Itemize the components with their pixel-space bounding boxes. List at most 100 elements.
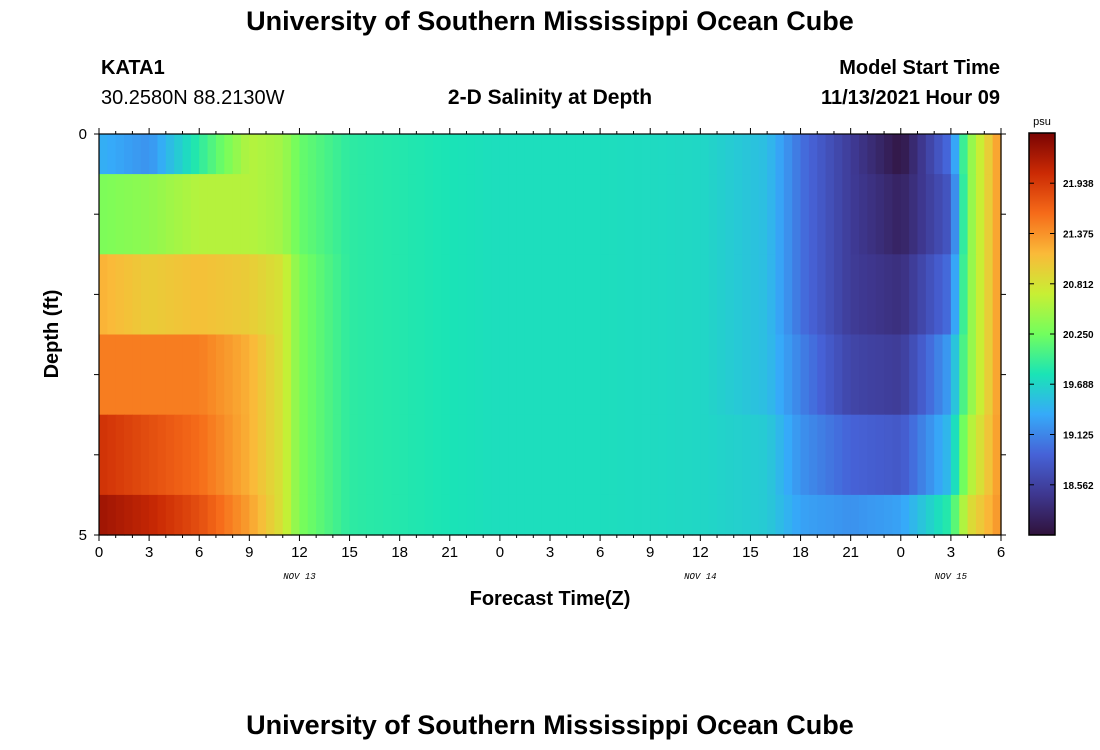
heatmap-cell: [215, 174, 225, 255]
heatmap-cell: [842, 254, 852, 336]
heatmap-cell: [115, 414, 125, 496]
heatmap-cell: [750, 134, 760, 175]
heatmap-cell: [833, 254, 843, 336]
y-axis-title: Depth (ft): [41, 290, 63, 379]
heatmap-cell: [658, 174, 668, 255]
heatmap-cell: [99, 174, 108, 255]
heatmap-cell: [942, 494, 952, 536]
heatmap-cell: [499, 254, 509, 336]
heatmap-cell: [825, 494, 835, 536]
heatmap-cell: [157, 254, 167, 336]
heatmap-cell: [291, 174, 301, 255]
heatmap-cell: [600, 414, 610, 496]
heatmap-cell: [792, 494, 802, 536]
heatmap-cell: [382, 334, 392, 416]
heatmap-cell: [257, 414, 267, 496]
heatmap-cell: [675, 334, 685, 416]
heatmap-cell: [783, 174, 793, 255]
heatmap-cell: [541, 334, 551, 416]
x-tick-label: 9: [646, 544, 654, 561]
heatmap-cell: [767, 334, 777, 416]
heatmap-cell: [391, 254, 401, 336]
heatmap-cell: [291, 334, 301, 416]
heatmap-cell: [483, 414, 493, 496]
heatmap-cell: [850, 254, 860, 336]
station-coordinates: 30.2580N 88.2130W: [101, 87, 285, 109]
heatmap-cell: [232, 494, 242, 536]
heatmap-cell: [691, 334, 701, 416]
heatmap-cell: [817, 254, 827, 336]
heatmap-cell: [608, 254, 618, 336]
heatmap-cell: [700, 174, 710, 255]
heatmap-cell: [190, 134, 200, 175]
heatmap-cell: [917, 254, 927, 336]
x-tick-label: 6: [596, 544, 604, 561]
heatmap-cell: [934, 254, 944, 336]
heatmap-cell: [792, 174, 802, 255]
heatmap-cell: [274, 414, 284, 496]
heatmap-cell: [616, 414, 626, 496]
heatmap-cell: [566, 134, 576, 175]
heatmap-cell: [700, 254, 710, 336]
heatmap-cell: [182, 494, 192, 536]
heatmap-cell: [483, 254, 493, 336]
heatmap-cell: [625, 494, 635, 536]
heatmap-cell: [124, 494, 134, 536]
heatmap-cell: [174, 494, 184, 536]
heatmap-cell: [533, 494, 543, 536]
heatmap-cell: [583, 134, 593, 175]
heatmap-cell: [742, 334, 752, 416]
heatmap-cell: [508, 414, 518, 496]
heatmap-cell: [691, 254, 701, 336]
heatmap-cell: [733, 414, 743, 496]
heatmap-cell: [224, 134, 234, 175]
heatmap-cell: [516, 334, 526, 416]
heatmap-cell: [808, 174, 818, 255]
heatmap-cell: [884, 334, 894, 416]
heatmap-cell: [658, 254, 668, 336]
heatmap-cell: [942, 414, 952, 496]
x-tick-label: 12: [692, 544, 709, 561]
heatmap-cell: [174, 334, 184, 416]
heatmap-cell: [240, 174, 250, 255]
heatmap-cell: [625, 254, 635, 336]
heatmap-cell: [825, 134, 835, 175]
heatmap-cell: [633, 334, 643, 416]
heatmap-cell: [717, 494, 726, 536]
heatmap-cell: [157, 134, 167, 175]
heatmap-cell: [783, 134, 793, 175]
heatmap-cell: [207, 334, 217, 416]
heatmap-cell: [717, 254, 726, 336]
colorbar-label: 19.125: [1063, 431, 1094, 442]
heatmap-cell: [558, 494, 568, 536]
heatmap-cell: [550, 254, 559, 336]
heatmap-cell: [274, 254, 284, 336]
colorbar-label: 20.250: [1063, 330, 1094, 341]
heatmap-cell: [884, 254, 894, 336]
heatmap-cell: [808, 334, 818, 416]
heatmap-cell: [124, 414, 134, 496]
heatmap-cell: [266, 334, 275, 416]
heatmap-cell: [616, 254, 626, 336]
heatmap-cell: [224, 254, 234, 336]
heatmap-cell: [165, 334, 175, 416]
heatmap-cell: [524, 174, 534, 255]
heatmap-cell: [524, 494, 534, 536]
heatmap-cell: [641, 254, 651, 336]
heatmap-cell: [658, 414, 668, 496]
heatmap-cell: [357, 174, 367, 255]
heatmap-cell: [366, 254, 376, 336]
heatmap-cell: [717, 134, 726, 175]
heatmap-cell: [825, 254, 835, 336]
heatmap-cell: [984, 334, 994, 416]
heatmap-cell: [984, 134, 994, 175]
heatmap-cell: [583, 494, 593, 536]
heatmap-cell: [925, 174, 935, 255]
heatmap-cell: [140, 134, 150, 175]
heatmap-cell: [157, 174, 167, 255]
heatmap-cell: [934, 174, 944, 255]
heatmap-cell: [850, 134, 860, 175]
heatmap-cell: [224, 174, 234, 255]
heatmap-cell: [282, 494, 292, 536]
heatmap-cell: [842, 494, 852, 536]
